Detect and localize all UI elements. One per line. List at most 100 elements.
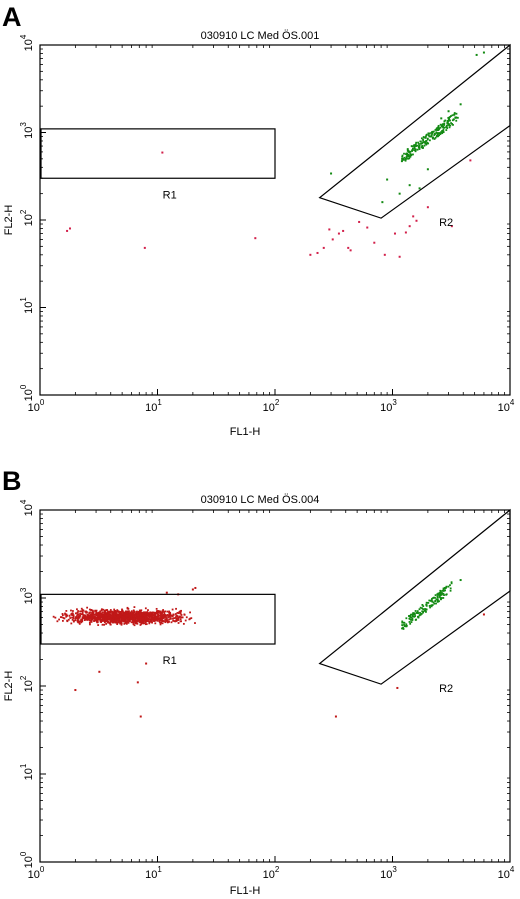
panel-b-event-point	[107, 616, 110, 619]
panel-b-event-point	[157, 610, 159, 612]
panel-b-event-point	[139, 715, 142, 718]
panel-b-event-point	[147, 609, 149, 611]
panel-b-event-point	[60, 616, 63, 619]
panel-b-event-point	[139, 614, 142, 617]
panel-b-event-point	[164, 618, 167, 621]
panel-b-event-point	[189, 611, 191, 614]
panel-b-event-point	[449, 584, 451, 587]
panel-a-event-point	[421, 144, 424, 147]
panel-b-event-point	[111, 618, 114, 621]
panel-b-event-point	[81, 616, 84, 619]
panel-a-event-point	[450, 115, 452, 117]
panel-b-event-point	[165, 620, 167, 623]
panel-a-event-point	[309, 253, 312, 256]
panel-a-event-point	[68, 227, 71, 230]
panel-b-event-point	[154, 622, 157, 625]
panel-b-event-point	[124, 613, 127, 616]
panel-b-event-point	[411, 613, 413, 616]
panel-b-event-point	[443, 594, 445, 596]
panel-b-event-point	[139, 624, 142, 626]
panel-b-event-point	[163, 611, 165, 613]
panel-b-event-point	[86, 613, 89, 616]
panel-b-event-point	[96, 615, 99, 618]
panel-b-event-point	[103, 620, 106, 622]
panel-b-event-point	[137, 620, 139, 623]
panel-b-event-point	[65, 614, 68, 616]
panel-b-event-point	[95, 616, 98, 619]
panel-b-event-point	[111, 615, 114, 618]
panel-b-event-point	[111, 614, 113, 617]
panel-b-event-point	[161, 622, 164, 625]
panel-b-event-point	[143, 614, 146, 617]
panel-b-event-point	[179, 612, 182, 615]
panel-b-event-point	[141, 621, 143, 623]
panel-b-event-point	[77, 613, 80, 616]
panel-b-event-point	[100, 614, 103, 617]
panel-a-event-point	[404, 159, 407, 162]
panel-b-event-point	[419, 611, 421, 614]
panel-a-event-point	[459, 103, 462, 106]
panel-b-event-point	[144, 614, 147, 617]
panel-b-event-point	[431, 597, 433, 600]
panel-b-event-point	[425, 608, 428, 611]
panel-a-event-point	[420, 142, 422, 145]
panel-b-event-point	[420, 612, 423, 615]
panel-b-event-point	[424, 609, 427, 612]
panel-a-event-point	[446, 121, 449, 124]
panel-b-event-point	[85, 618, 88, 621]
panel-a-event-point	[428, 135, 431, 138]
panel-b-event-point	[84, 616, 87, 619]
panel-b-event-point	[176, 614, 178, 617]
panel-b-letter: B	[2, 466, 22, 496]
panel-b-event-point	[67, 618, 70, 621]
panel-b-region-label: R1	[163, 655, 177, 667]
panel-b-event-point	[126, 617, 129, 620]
panel-a-event-point	[254, 237, 257, 240]
panel-b-event-point	[85, 611, 87, 614]
panel-b-event-point	[106, 617, 108, 620]
panel-b-event-point	[133, 606, 136, 608]
panel-b-event-point	[103, 609, 106, 612]
panel-b-event-point	[114, 617, 116, 619]
panel-b-event-point	[97, 611, 99, 614]
panel-b-event-point	[136, 681, 139, 684]
panel-b-event-point	[142, 611, 145, 614]
panel-b-event-point	[145, 623, 148, 626]
panel-b-event-point	[104, 614, 106, 617]
panel-b-event-point	[144, 621, 147, 624]
panel-b-event-point	[148, 617, 150, 620]
panel-b-x-tick-label: 102	[263, 865, 280, 881]
panel-a-event-point	[447, 123, 450, 126]
panel-b-event-point	[61, 614, 64, 617]
panel-b-event-point	[76, 611, 79, 614]
panel-b-event-point	[87, 616, 89, 619]
panel-b-event-point	[137, 611, 140, 614]
panel-b-event-point	[410, 621, 413, 623]
panel-a-event-point	[436, 134, 438, 137]
panel-b-event-point	[142, 621, 145, 623]
panel-b-event-point	[128, 613, 131, 616]
panel-a-event-point	[411, 145, 414, 148]
panel-b-event-point	[93, 620, 96, 622]
panel-a-event-point	[435, 131, 438, 134]
panel-b-region-r1	[40, 593, 276, 645]
panel-a-letter: A	[2, 2, 22, 32]
panel-b-event-point	[142, 622, 145, 625]
panel-b-event-point	[159, 623, 162, 626]
panel-b-x-axis-label: FL1-H	[230, 885, 261, 897]
panel-b-event-point	[100, 612, 102, 615]
panel-a-event-point	[330, 172, 333, 175]
panel-b-event-point	[151, 621, 153, 623]
panel-b-event-point	[96, 612, 98, 615]
panel-a-event-point	[412, 215, 415, 218]
panel-b-event-point	[405, 617, 408, 620]
panel-a-event-point	[413, 144, 415, 147]
panel-b-event-point	[144, 611, 147, 614]
panel-b-event-point	[90, 618, 93, 620]
panel-b-event-point	[164, 621, 167, 624]
panel-b-event-point	[184, 619, 187, 622]
panel-b-event-point	[115, 616, 117, 619]
panel-a-event-point	[366, 226, 369, 229]
panel-b-event-point	[417, 612, 420, 614]
